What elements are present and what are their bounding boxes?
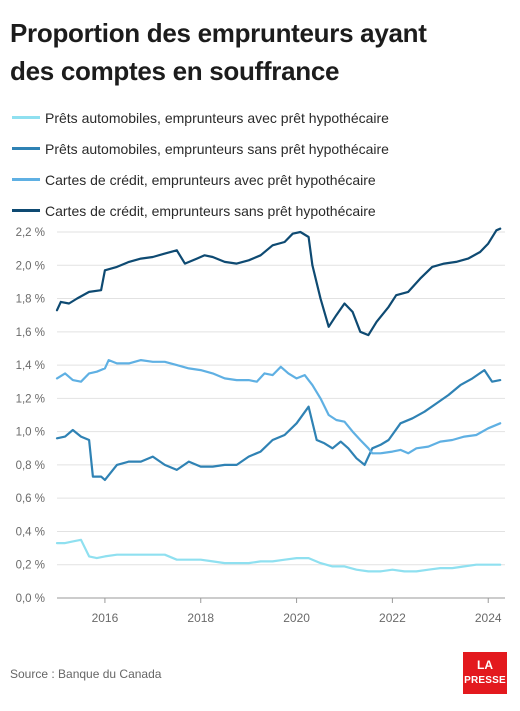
chart-title-line-1: Proportion des emprunteurs ayant [10, 18, 427, 48]
series-line-3 [55, 359, 502, 455]
y-tick-label: 1,8 % [16, 294, 45, 306]
la-presse-logo: LA PRESSE [463, 652, 507, 694]
y-tick-label: 2,2 % [16, 227, 45, 239]
legend-swatch-1 [12, 116, 40, 119]
y-tick-label: 0,0 % [16, 593, 45, 605]
legend-label-1: Prêts automobiles, emprunteurs avec prêt… [45, 109, 389, 126]
y-tick-label: 1,2 % [16, 393, 45, 405]
chart-title: Proportion des emprunteurs ayant des com… [10, 14, 510, 90]
legend-label-3: Cartes de crédit, emprunteurs avec prêt … [45, 171, 376, 188]
y-tick-label: 2,0 % [16, 260, 45, 272]
y-tick-label: 0,8 % [16, 460, 45, 472]
series-line-4 [55, 227, 502, 337]
y-tick-label: 0,2 % [16, 560, 45, 572]
legend-item-1: Prêts automobiles, emprunteurs avec prêt… [12, 102, 512, 133]
legend-label-4: Cartes de crédit, emprunteurs sans prêt … [45, 202, 376, 219]
chart-title-line-2: des comptes en souffrance [10, 56, 340, 86]
line-chart: 2,2 % 2,0 % 1,8 % 1,6 % 1,4 % 1,2 % 1,0 % 0,8 %… [16, 227, 505, 625]
x-tick-label: 2016 [92, 611, 119, 625]
logo-line-2: PRESSE [464, 675, 506, 686]
legend-label-2: Prêts automobiles, emprunteurs sans prêt… [45, 140, 389, 157]
legend-swatch-4 [12, 209, 40, 212]
legend-item-4: Cartes de crédit, emprunteurs sans prêt … [12, 195, 512, 226]
y-tick-label: 0,6 % [16, 493, 45, 505]
legend-swatch-3 [12, 178, 40, 181]
y-tick-label: 1,0 % [16, 427, 45, 439]
y-tick-label: 0,4 % [16, 526, 45, 538]
y-tick-label: 1,6 % [16, 327, 45, 339]
legend-item-2: Prêts automobiles, emprunteurs sans prêt… [12, 133, 512, 164]
legend-swatch-2 [12, 147, 40, 150]
x-tick-label: 2018 [187, 611, 214, 625]
y-tick-label: 1,4 % [16, 360, 45, 372]
series-line-1 [55, 538, 502, 573]
series-line-2 [55, 369, 502, 481]
logo-line-1: LA [477, 658, 493, 672]
x-tick-label: 2022 [379, 611, 406, 625]
legend: Prêts automobiles, emprunteurs avec prêt… [12, 102, 512, 226]
legend-item-3: Cartes de crédit, emprunteurs avec prêt … [12, 164, 512, 195]
x-tick-label: 2024 [475, 611, 502, 625]
x-tick-label: 2020 [283, 611, 310, 625]
source-note: Source : Banque du Canada [10, 667, 162, 681]
